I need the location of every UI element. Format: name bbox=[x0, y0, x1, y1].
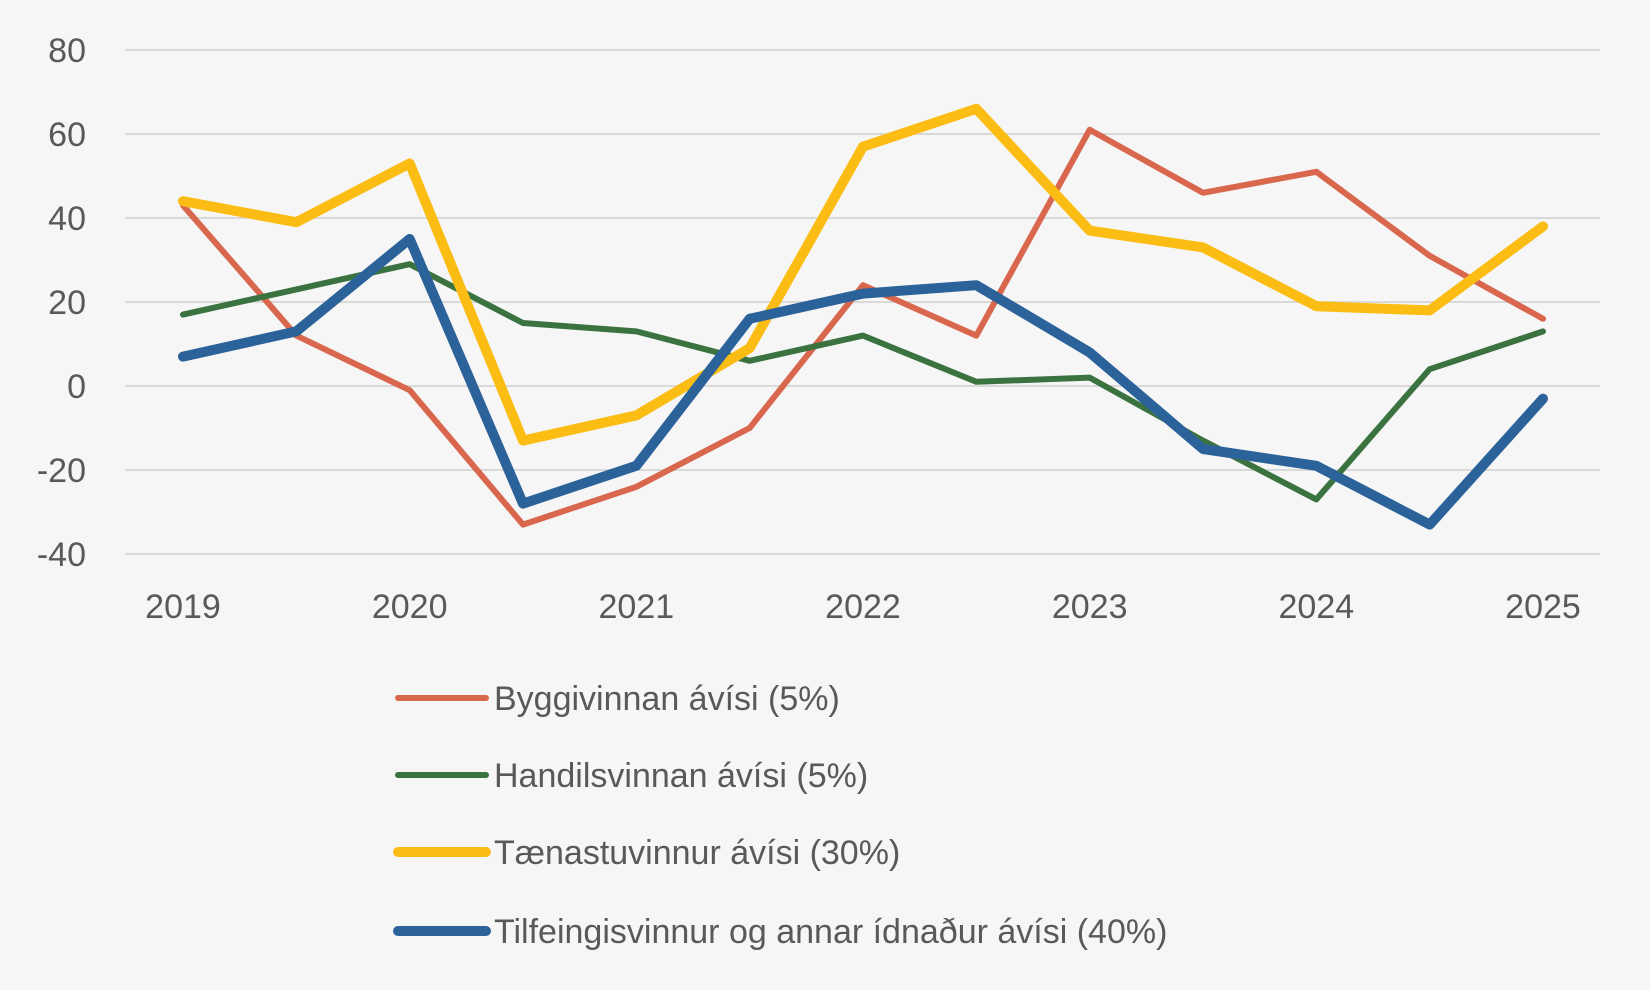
y-tick-label: -20 bbox=[37, 452, 86, 490]
y-tick-label: 60 bbox=[48, 116, 86, 154]
x-tick-label: 2021 bbox=[599, 588, 675, 626]
x-tick-label: 2019 bbox=[145, 588, 221, 626]
series-line-3 bbox=[178, 103, 1548, 446]
legend-item: Handilsvinnan ávísi (5%) bbox=[395, 757, 868, 795]
y-tick-label: 80 bbox=[48, 32, 86, 70]
legend-label: Handilsvinnan ávísi (5%) bbox=[494, 757, 868, 795]
x-tick-label: 2020 bbox=[372, 588, 448, 626]
series-line-1 bbox=[180, 126, 1546, 528]
x-tick-label: 2024 bbox=[1279, 588, 1355, 626]
y-tick-label: 40 bbox=[48, 200, 86, 238]
legend-label: Byggivinnan ávísi (5%) bbox=[494, 680, 840, 718]
x-tick-label: 2025 bbox=[1505, 588, 1581, 626]
legend-item: Tænastuvinnur ávísi (30%) bbox=[393, 834, 900, 872]
gridlines bbox=[125, 49, 1600, 555]
y-axis-ticks: 80 60 40 20 0 -20 -40 bbox=[37, 32, 86, 574]
y-tick-label: -40 bbox=[37, 536, 86, 574]
series-line-4 bbox=[178, 234, 1548, 530]
x-tick-label: 2022 bbox=[825, 588, 901, 626]
y-tick-label: 20 bbox=[48, 284, 86, 322]
legend-item: Tilfeingisvinnur og annar ídnaður ávísi … bbox=[393, 913, 1167, 951]
legend-label: Tilfeingisvinnur og annar ídnaður ávísi … bbox=[494, 913, 1167, 951]
legend: Byggivinnan ávísi (5%) Handilsvinnan ávís… bbox=[393, 680, 1167, 951]
y-tick-label: 0 bbox=[67, 368, 86, 406]
series-line-2 bbox=[180, 261, 1546, 503]
legend-item: Byggivinnan ávísi (5%) bbox=[395, 680, 840, 718]
x-tick-label: 2023 bbox=[1052, 588, 1128, 626]
series-lines bbox=[178, 103, 1548, 530]
legend-label: Tænastuvinnur ávísi (30%) bbox=[494, 834, 900, 872]
x-axis-ticks: 2019 2020 2021 2022 2023 2024 2025 bbox=[145, 588, 1581, 626]
